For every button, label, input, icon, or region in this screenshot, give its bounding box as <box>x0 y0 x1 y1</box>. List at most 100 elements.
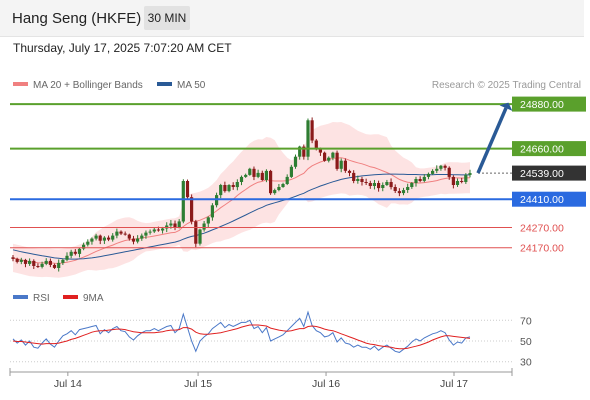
candle-body <box>360 179 364 182</box>
level-price-box <box>512 165 586 181</box>
candle-body <box>19 259 23 262</box>
ma20-swatch <box>13 82 28 87</box>
time-axis: Jul 14 Jul 15 Jul 16 Jul 17 <box>9 368 513 390</box>
candle-body <box>102 237 106 241</box>
level-price-label: 24880.00 <box>520 99 564 111</box>
candle-body <box>131 238 136 242</box>
candle-body <box>227 185 231 192</box>
candle-body <box>256 172 260 177</box>
candle-body <box>111 235 115 240</box>
research-credit: Research © 2025 Trading Central <box>431 80 581 91</box>
time-tick-label: Jul 14 <box>54 378 82 390</box>
candle-body <box>455 181 460 185</box>
candle-body <box>372 183 376 186</box>
forecast-arrow-shaft <box>476 107 508 174</box>
rsi-tick-label: 50 <box>520 336 532 348</box>
candle-body <box>94 235 98 239</box>
candle-body <box>148 231 152 233</box>
candle-body <box>277 187 281 190</box>
candle-body <box>28 260 32 264</box>
candle-body <box>406 187 410 190</box>
candle-body <box>23 259 28 264</box>
candle-body <box>293 156 298 167</box>
candle-body <box>426 173 431 177</box>
candle-body <box>298 146 302 157</box>
candle-body <box>11 257 15 259</box>
forecast-arrow-head <box>499 102 513 111</box>
candle-body <box>327 157 331 161</box>
candle-body <box>123 233 127 235</box>
candle-body <box>115 231 119 236</box>
candle-body <box>231 185 235 187</box>
level-price-label: 24660.00 <box>520 144 564 156</box>
candle-body <box>364 182 368 183</box>
candle-body <box>119 231 123 234</box>
chart-header: Hang Seng (HKFE) 30 MIN <box>0 0 584 37</box>
candle-body <box>206 217 210 224</box>
candle-body <box>65 255 69 260</box>
level-price-box <box>512 141 586 157</box>
candle-body <box>414 179 418 183</box>
candle-body <box>264 170 268 180</box>
candle-body <box>302 146 306 157</box>
price-levels: 24880.00 24660.00 24539.00 24410.00 24270.00… <box>10 96 586 255</box>
candle-body <box>161 228 165 231</box>
instrument-title: Hang Seng (HKFE) <box>12 10 142 27</box>
candle-body <box>36 266 40 267</box>
level-price-box <box>512 96 586 112</box>
candle-body <box>98 235 102 241</box>
candle-body <box>190 197 194 222</box>
candle-body <box>439 165 443 169</box>
candle-body <box>173 223 177 228</box>
candle-body <box>260 172 264 180</box>
candle-body <box>90 238 94 242</box>
candle-body <box>389 182 393 188</box>
moving-averages <box>12 157 471 265</box>
candle-body <box>198 229 202 244</box>
candle-body <box>156 229 160 231</box>
candle-body <box>140 235 144 239</box>
candle-body <box>252 168 256 177</box>
candle-body <box>410 183 414 187</box>
candle-body <box>368 183 372 186</box>
candle-body <box>435 168 439 171</box>
candle-body <box>281 184 285 187</box>
candle-body <box>285 176 289 184</box>
candle-body <box>244 174 248 177</box>
candle-body <box>323 152 327 161</box>
ma50-line <box>12 173 470 260</box>
candle-body <box>219 185 223 196</box>
level-price-label: 24270.00 <box>520 223 564 235</box>
candle-body <box>223 185 227 192</box>
candle-body <box>447 167 451 177</box>
candle-body <box>352 172 356 181</box>
level-price-label: 24539.00 <box>520 168 564 180</box>
candle-body <box>289 166 293 177</box>
candle-body <box>335 152 339 169</box>
timeframe-button[interactable]: 30 MIN <box>144 6 190 30</box>
candle-body <box>310 120 314 141</box>
rsi-tick-label: 30 <box>520 357 532 369</box>
candle-body <box>385 182 389 185</box>
ma50-swatch <box>157 82 172 87</box>
time-tick-label: Jul 16 <box>312 378 340 390</box>
candle-body <box>69 251 73 256</box>
candle-body <box>152 229 156 232</box>
candle-body <box>235 182 239 188</box>
timestamp: Thursday, July 17, 2025 7:07:20 AM CET <box>13 41 232 55</box>
rsi-line <box>12 310 471 353</box>
candle-body <box>343 160 347 171</box>
candle-body <box>331 152 335 158</box>
candle-body <box>57 262 61 268</box>
candle-body <box>306 120 310 157</box>
candle-body <box>393 187 397 191</box>
candle-body <box>107 237 111 240</box>
candle-body <box>431 170 435 174</box>
rsi-swatch <box>13 295 28 300</box>
candle-body <box>202 223 206 230</box>
candle-body <box>339 160 343 169</box>
candle-body <box>40 263 44 267</box>
candle-body <box>401 190 406 194</box>
candle-body <box>73 251 77 254</box>
